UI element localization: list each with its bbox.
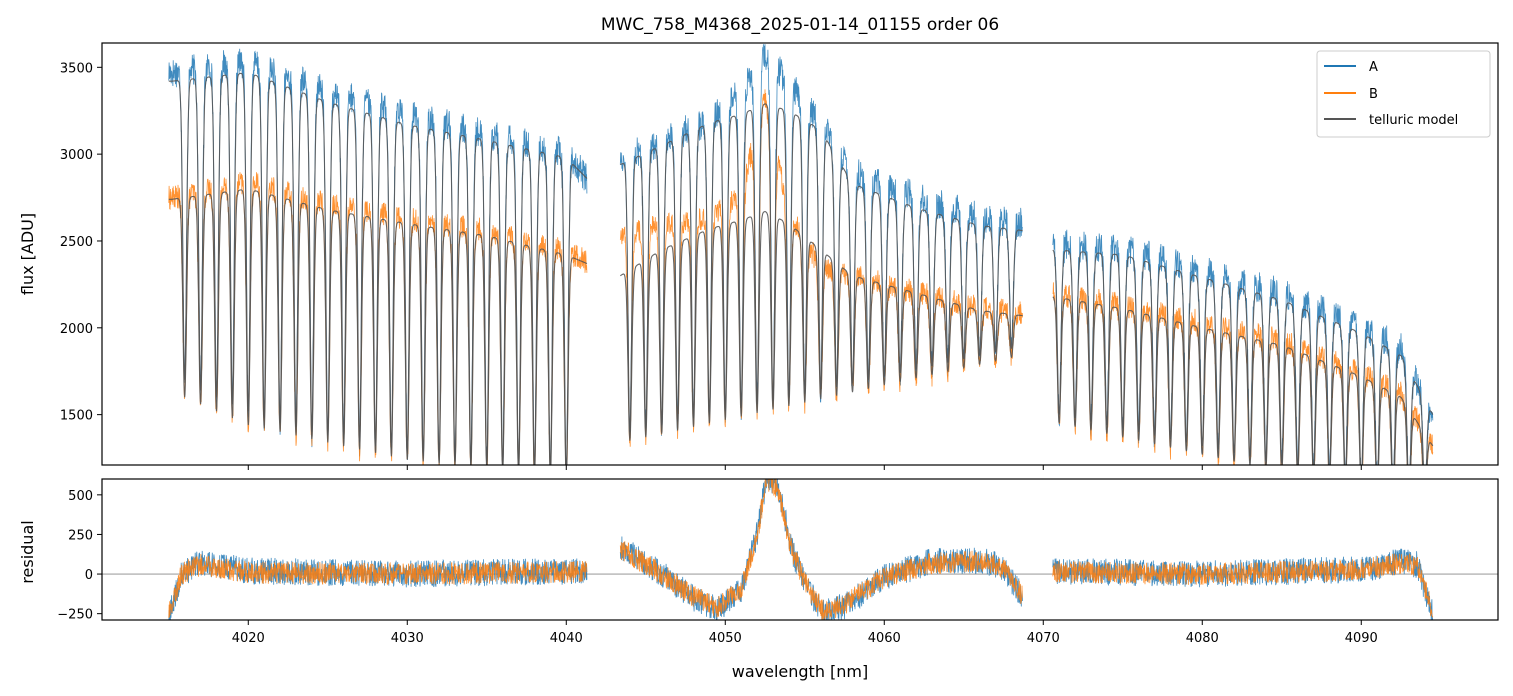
bottom-y-tick-label-0: 0 [85, 568, 93, 583]
bottom-panel: 4020 4030 4040 4050 4060 4070 4080 4090 −250 0 250… [18, 478, 1499, 681]
top-y-tick-label-3000: 3000 [60, 148, 93, 163]
top-axes-frame [101, 42, 1499, 466]
x-tick-label-4050: 4050 [709, 631, 742, 646]
top-y-tick-label-3500: 3500 [60, 61, 93, 76]
residual-a-segment-1 [168, 550, 588, 620]
legend: A B telluric model [1316, 50, 1491, 138]
top-y-tick-label-1500: 1500 [60, 409, 93, 424]
bottom-y-tick-label-500: 500 [68, 489, 93, 504]
x-tick-label-4090: 4090 [1345, 631, 1378, 646]
top-y-axis-label: flux [ADU] [18, 213, 37, 295]
bottom-y-tick-label-250: 250 [68, 528, 93, 543]
bottom-y-tick-label--250: −250 [57, 608, 93, 623]
telluric-model-a-segment-3 [1052, 249, 1434, 465]
x-tick-label-4080: 4080 [1186, 631, 1219, 646]
residual-a-segment-3 [1052, 548, 1433, 620]
x-tick-label-4040: 4040 [550, 631, 583, 646]
x-tick-label-4060: 4060 [868, 631, 901, 646]
legend-entry-a: A [1324, 60, 1378, 75]
legend-entry-b: B [1324, 87, 1378, 102]
series-a-segment-3 [1052, 229, 1434, 465]
bottom-ticks: 4020 4030 4040 4050 4060 4070 4080 4090 −250 0 250… [57, 489, 1378, 646]
residual-b-group [168, 479, 1434, 620]
chart-title: MWC_758_M4368_2025-01-14_01155 order 06 [601, 15, 999, 35]
top-ticks: 1500 2000 2500 3000 3500 [60, 61, 1362, 470]
telluric-model-b-segment-2 [620, 210, 1023, 441]
residual-b-segment-1 [168, 553, 588, 619]
top-panel: 1500 2000 2500 3000 3500 flux [ADU] A B tell… [18, 42, 1499, 470]
x-tick-label-4070: 4070 [1027, 631, 1060, 646]
top-y-tick-label-2500: 2500 [60, 235, 93, 250]
series-b-segment-3 [1052, 282, 1434, 465]
bottom-y-axis-label: residual [18, 520, 37, 583]
x-tick-label-4030: 4030 [391, 631, 424, 646]
x-tick-label-4020: 4020 [232, 631, 265, 646]
top-plot-area [168, 44, 1434, 465]
legend-label-telluric: telluric model [1369, 113, 1458, 128]
telluric-model-b-segment-1 [168, 189, 588, 465]
residual-a-group [168, 479, 1433, 620]
top-y-tick-label-2000: 2000 [60, 322, 93, 337]
telluric-model-b-segment-3 [1052, 296, 1434, 465]
bottom-plot-area [102, 479, 1498, 620]
x-axis-label: wavelength [nm] [732, 662, 869, 681]
legend-entry-telluric: telluric model [1324, 113, 1458, 128]
residual-b-segment-3 [1052, 553, 1434, 618]
residual-b-segment-2 [619, 479, 1023, 620]
bottom-axes-frame [101, 478, 1499, 621]
legend-frame [1316, 50, 1491, 138]
legend-label-b: B [1369, 87, 1378, 102]
legend-label-a: A [1369, 60, 1378, 75]
